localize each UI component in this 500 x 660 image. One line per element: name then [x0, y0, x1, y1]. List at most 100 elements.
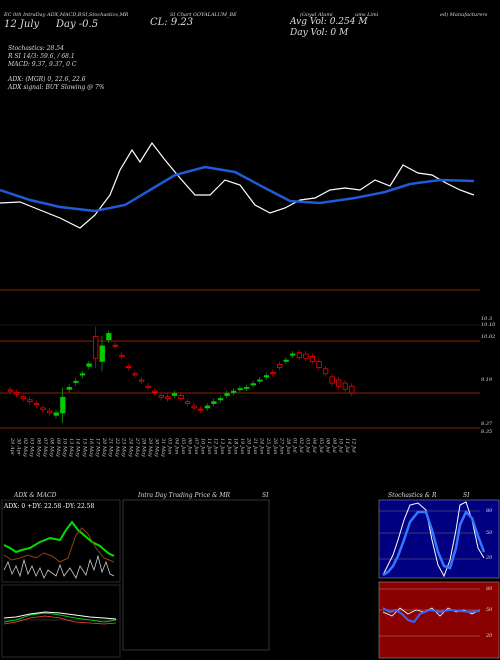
date-label-29: 10 Jun [200, 438, 206, 454]
date-label-10: 14 May [75, 438, 81, 457]
candle-47 [316, 360, 322, 368]
date-label-20: 28 May [140, 437, 146, 457]
stoch-scale-20: 20 [486, 555, 493, 561]
date-label-40: 26 Jun [272, 437, 278, 454]
date-label-51: 11 Jul [344, 438, 350, 453]
stoch-scale-80: 80 [486, 508, 493, 514]
price-level-2: 10.10 [481, 322, 496, 328]
candle-16 [112, 344, 119, 347]
candle-21 [145, 385, 151, 388]
candle-24 [165, 396, 171, 399]
candle-35 [237, 388, 243, 391]
macd-signal-line [3, 612, 117, 623]
date-label-46: 04 Jul [311, 438, 317, 453]
date-label-27: 06 Jun [186, 438, 192, 454]
stoch-scale-50: 50 [486, 530, 493, 536]
stoch-readout: Stochastics: 28.54 [8, 45, 64, 52]
price-level-3: 10.02 [481, 334, 496, 340]
header-line4: (Goyal Alumi [300, 12, 333, 18]
header-line3: SI Chart GOYALALUM_BE [170, 12, 237, 18]
date-label-28: 07 Jun [193, 438, 199, 454]
moving-average-line [0, 165, 475, 213]
candle-19 [132, 373, 138, 376]
date-label-3: 03 May [29, 438, 35, 457]
macd-line [3, 611, 117, 620]
rsi-line [382, 607, 481, 617]
candle-10 [73, 380, 79, 383]
date-label-19: 27 May [134, 437, 140, 457]
candle-15 [106, 333, 112, 341]
candle-18 [125, 365, 132, 368]
header-line1: EC 0th IntraDay ADX,MACD,B [4, 12, 82, 18]
candle-2 [20, 396, 27, 399]
candle-40 [270, 372, 276, 375]
candle-22 [152, 390, 158, 393]
candle-23 [158, 395, 165, 398]
adx-panel-frame [1, 499, 121, 583]
stoch-k-line [382, 501, 485, 578]
stochastic-line [0, 141, 475, 229]
stoch-panel-title: Stochastics & R [388, 492, 437, 499]
candle-34 [230, 390, 237, 393]
candle-43 [290, 353, 296, 356]
date-label-37: 21 Jun [252, 437, 258, 454]
date-label-47: 05 Jul [318, 438, 324, 453]
candle-29 [198, 408, 204, 411]
candle-44 [296, 352, 302, 359]
rsi-scale-20: 20 [486, 633, 493, 639]
date-label-7: 09 May [55, 438, 61, 457]
date-label-15: 21 May [108, 437, 114, 457]
macd-hist-line [3, 615, 117, 625]
intraday-panel-si: SI [262, 492, 269, 499]
header-line5: ums Limi [355, 12, 379, 18]
close-label: CL: 9.23 [150, 17, 194, 28]
price-level-5: 8.37 [481, 421, 493, 427]
adx-stats: ADX: 0 +DY: 22.58 -DY: 22.58 [4, 503, 95, 510]
candle-33 [224, 393, 230, 396]
date-label-31: 12 Jun [213, 438, 219, 454]
stoch-d-line [382, 509, 486, 577]
rsi-avg-line [382, 607, 481, 624]
intraday-panel-frame [122, 499, 270, 651]
candle-17 [119, 354, 125, 357]
candle-38 [257, 379, 263, 382]
date-label-48: 08 Jul [324, 438, 330, 453]
candle-0 [7, 389, 13, 392]
date-label-2: 02 May [22, 438, 28, 457]
date-label-39: 25 Jun [265, 437, 271, 454]
adx-readout: ADX: (MGR) 0, 22.6, 22.6 [8, 76, 86, 83]
candle-48 [322, 368, 329, 375]
candle-5 [40, 407, 46, 411]
candle-28 [191, 405, 197, 409]
candle-20 [138, 379, 145, 382]
date-label-6: 08 May [48, 438, 54, 457]
rsi-scale-50: 50 [486, 607, 493, 613]
date-label-44: 02 Jul [298, 438, 304, 453]
candle-32 [217, 398, 224, 401]
date-label-33: 14 Jun [226, 438, 232, 454]
candle-36 [244, 387, 250, 389]
date-label-30: 11 Jun [206, 438, 212, 454]
candle-31 [211, 401, 217, 404]
candle-9 [66, 387, 73, 390]
candle-42 [283, 359, 289, 362]
candle-7 [53, 412, 59, 416]
date-label-35: 19 Jun [239, 438, 245, 454]
candle-45 [303, 353, 309, 359]
candle-11 [79, 373, 86, 376]
candle-1 [14, 391, 20, 395]
candle-51 [342, 382, 348, 390]
rsi-readout: R SI 14/3: 59.6, / 68.1 [8, 53, 75, 60]
range-label: Day -0.5 [56, 19, 99, 30]
candle-3 [27, 399, 33, 403]
intraday-panel-title: Intra Day Trading Price & MR [138, 492, 231, 499]
candle-4 [33, 403, 40, 406]
date-label-50: 10 Jul [338, 438, 344, 453]
date-label: 12 July [4, 19, 40, 30]
day-vol: Day Vol: 0 M [290, 28, 349, 38]
adx-minus-line [3, 527, 115, 563]
date-label-16: 22 May [114, 437, 120, 457]
adx-signal: ADX signal: BUY Slowing @ 7% [8, 84, 105, 91]
candle-27 [184, 401, 191, 404]
